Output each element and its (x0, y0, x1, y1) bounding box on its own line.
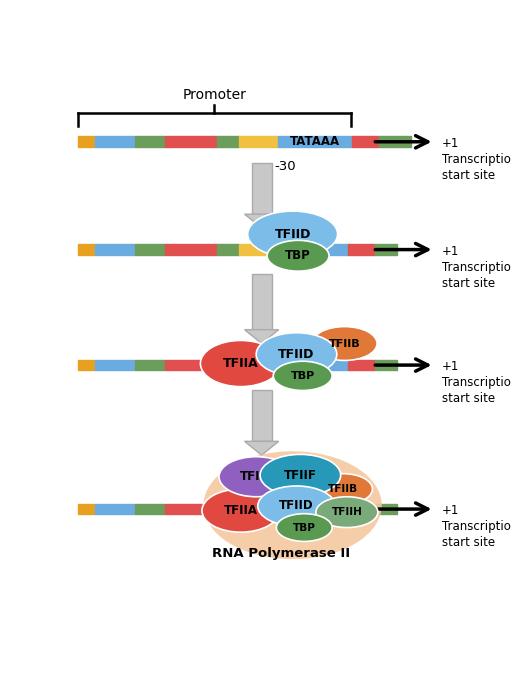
Bar (239, 136, 278, 147)
Bar (165, 360, 218, 370)
Ellipse shape (200, 340, 281, 387)
Bar (218, 244, 239, 255)
Bar (165, 244, 218, 255)
Ellipse shape (312, 327, 377, 360)
Bar (375, 244, 397, 255)
Text: +1
Transcription
start site: +1 Transcription start site (442, 245, 512, 290)
Ellipse shape (313, 474, 372, 505)
Bar (375, 504, 397, 514)
Ellipse shape (203, 452, 382, 559)
Bar (95, 360, 135, 370)
Bar (218, 360, 239, 370)
Text: TFIIB: TFIIB (328, 484, 358, 494)
Ellipse shape (316, 496, 378, 528)
Bar (165, 136, 218, 147)
Bar (348, 360, 375, 370)
Ellipse shape (258, 486, 335, 526)
Text: TBP: TBP (291, 371, 315, 381)
Bar (95, 504, 135, 514)
Polygon shape (245, 441, 279, 455)
Bar (218, 504, 239, 514)
Text: +1
Transcription
start site: +1 Transcription start site (442, 505, 512, 550)
Text: TFIIA: TFIIA (223, 357, 259, 370)
Text: TBP: TBP (285, 249, 311, 262)
Bar (78, 244, 95, 255)
Text: TFIIF: TFIIF (284, 469, 317, 481)
Text: TFIIB: TFIIB (329, 338, 360, 349)
Bar (278, 360, 348, 370)
Bar (251, 274, 272, 330)
Bar (78, 360, 95, 370)
Text: RNA Polymerase II: RNA Polymerase II (212, 548, 350, 560)
Text: +1
Transcription
start site: +1 Transcription start site (442, 360, 512, 405)
Bar (251, 390, 272, 441)
Bar (218, 136, 239, 147)
Bar (95, 244, 135, 255)
Text: -30: -30 (274, 160, 296, 173)
Text: TFIID: TFIID (279, 499, 314, 513)
Bar (239, 360, 278, 370)
Bar (278, 504, 348, 514)
Bar (251, 163, 272, 214)
Bar (135, 136, 165, 147)
Text: TFIID: TFIID (274, 227, 311, 240)
Text: TFIIE: TFIIE (240, 470, 272, 484)
Bar (348, 504, 375, 514)
Bar (165, 504, 218, 514)
Bar (95, 136, 135, 147)
Ellipse shape (267, 240, 329, 271)
Bar (278, 244, 348, 255)
Bar (135, 360, 165, 370)
Bar (239, 504, 278, 514)
Bar (135, 504, 165, 514)
Polygon shape (245, 214, 279, 228)
Ellipse shape (219, 457, 293, 496)
Ellipse shape (256, 333, 337, 376)
Ellipse shape (276, 513, 332, 541)
Text: TFIID: TFIID (279, 348, 315, 361)
Bar (375, 360, 397, 370)
Text: TFIIH: TFIIH (331, 507, 362, 517)
Text: TATAAA: TATAAA (290, 136, 340, 148)
Ellipse shape (202, 489, 280, 532)
Bar (352, 136, 379, 147)
Bar (348, 244, 375, 255)
Bar (239, 244, 278, 255)
Ellipse shape (248, 211, 337, 257)
Polygon shape (245, 330, 279, 343)
Text: TFIIA: TFIIA (224, 504, 258, 517)
Ellipse shape (273, 361, 332, 390)
Text: TBP: TBP (293, 522, 316, 533)
Bar (78, 136, 95, 147)
Ellipse shape (260, 454, 340, 496)
Bar (278, 136, 352, 147)
Bar (135, 244, 165, 255)
Bar (78, 504, 95, 514)
Text: +1
Transcription
start site: +1 Transcription start site (442, 137, 512, 182)
Bar (379, 136, 411, 147)
Text: Promoter: Promoter (182, 88, 246, 101)
